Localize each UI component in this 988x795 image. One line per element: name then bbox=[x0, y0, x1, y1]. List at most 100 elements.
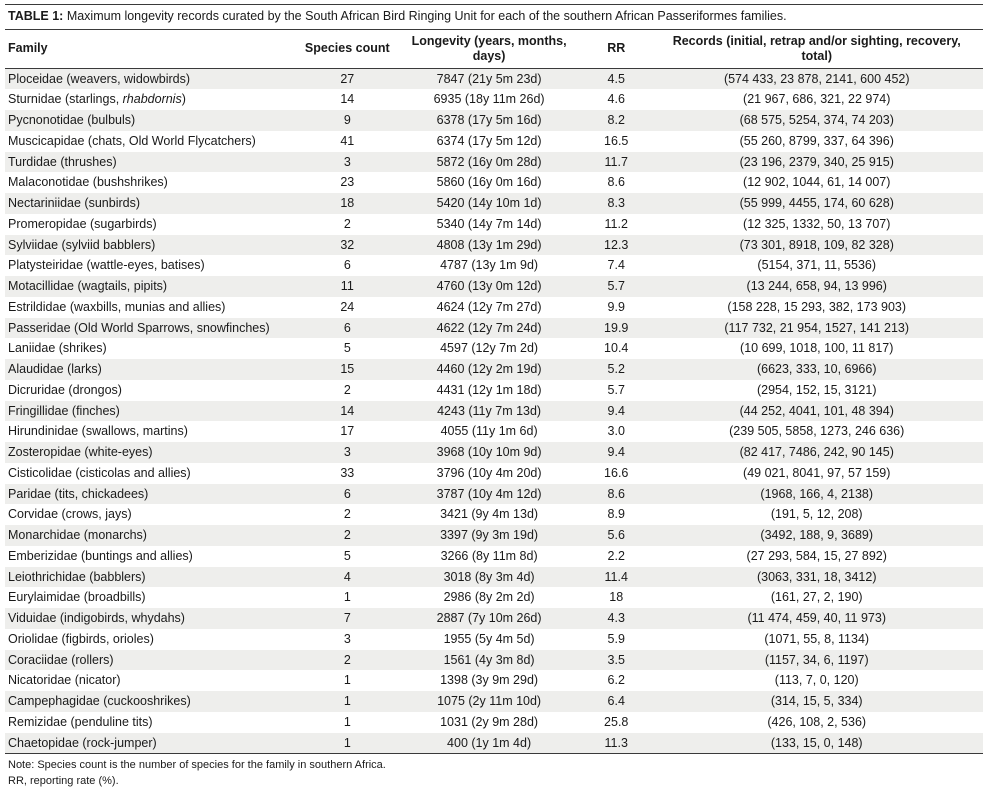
cell-longevity: 4460 (12y 2m 19d) bbox=[436, 362, 542, 377]
column-header-longevity: Longevity (years, months, days) bbox=[396, 29, 582, 69]
cell-species-count: 4 bbox=[343, 569, 351, 584]
cell-rr: 19.9 bbox=[604, 320, 629, 335]
cell-records: (73 301, 8918, 109, 82 328) bbox=[739, 237, 894, 252]
cell-rr: 16.6 bbox=[604, 465, 629, 480]
cell-longevity: 4055 (11y 1m 6d) bbox=[440, 424, 538, 439]
cell-records: (239 505, 5858, 1273, 246 636) bbox=[729, 424, 905, 439]
cell-species-count: 2 bbox=[343, 652, 351, 667]
cell-family: Nectariniidae (sunbirds) bbox=[8, 196, 141, 211]
cell-longevity: 3018 (8y 3m 4d) bbox=[443, 569, 535, 584]
table-row: Laniidae (shrikes) 5 4597 (12y 7m 2d) 10.4 (… bbox=[5, 338, 983, 359]
column-header-rr: RR bbox=[582, 29, 651, 69]
table-row: Eurylaimidae (broadbills) 1 2986 (8y 2m 2d… bbox=[5, 587, 983, 608]
cell-records: (10 699, 1018, 100, 11 817) bbox=[740, 341, 894, 356]
note-line: RR, reporting rate (%). bbox=[8, 774, 119, 787]
cell-longevity: 4431 (12y 1m 18d) bbox=[436, 382, 542, 397]
cell-species-count: 9 bbox=[343, 113, 351, 128]
cell-records: (191, 5, 12, 208) bbox=[770, 507, 863, 522]
cell-species-count: 23 bbox=[340, 175, 355, 190]
cell-longevity: 3421 (9y 4m 13d) bbox=[440, 507, 539, 522]
cell-records: (68 575, 5254, 374, 74 203) bbox=[739, 113, 894, 128]
table-row: Malaconotidae (bushshrikes) 23 5860 (16y 0… bbox=[5, 172, 983, 193]
cell-longevity: 1031 (2y 9m 28d) bbox=[440, 714, 539, 729]
cell-rr: 8.3 bbox=[607, 196, 625, 211]
cell-records: (5154, 371, 11, 5536) bbox=[757, 258, 877, 273]
cell-species-count: 27 bbox=[340, 71, 355, 86]
cell-family: Zosteropidae (white-eyes) bbox=[8, 445, 153, 460]
cell-rr: 12.3 bbox=[604, 237, 629, 252]
cell-longevity: 1075 (2y 11m 10d) bbox=[437, 694, 542, 709]
cell-records: (574 433, 23 878, 2141, 600 452) bbox=[723, 71, 910, 86]
cell-longevity: 5872 (16y 0m 28d) bbox=[436, 154, 542, 169]
cell-family: Motacillidae (wagtails, pipits) bbox=[8, 279, 168, 294]
cell-longevity: 4622 (12y 7m 24d) bbox=[436, 320, 542, 335]
cell-records: (161, 27, 2, 190) bbox=[770, 590, 863, 605]
cell-species-count: 6 bbox=[343, 486, 351, 501]
cell-species-count: 2 bbox=[343, 216, 351, 231]
cell-longevity: 3266 (8y 11m 8d) bbox=[440, 548, 538, 563]
cell-rr: 6.4 bbox=[607, 694, 625, 709]
cell-records: (1968, 166, 4, 2138) bbox=[760, 486, 874, 501]
cell-family: Coraciidae (rollers) bbox=[8, 652, 114, 667]
cell-species-count: 15 bbox=[340, 362, 355, 377]
table-row: Alaudidae (larks) 15 4460 (12y 2m 19d) 5.2 (… bbox=[5, 359, 983, 380]
cell-records: (2954, 152, 15, 3121) bbox=[756, 382, 877, 397]
cell-longevity: 3796 (10y 4m 20d) bbox=[436, 465, 542, 480]
table-row: Emberizidae (buntings and allies) 5 3266 (… bbox=[5, 546, 983, 567]
cell-family: Oriolidae (figbirds, orioles) bbox=[8, 631, 154, 646]
cell-longevity: 6935 (18y 11m 26d) bbox=[433, 92, 545, 107]
cell-records: (21 967, 686, 321, 22 974) bbox=[743, 92, 891, 107]
table-row: Pycnonotidae (bulbuls) 9 6378 (17y 5m 16d)… bbox=[5, 110, 983, 131]
cell-species-count: 32 bbox=[340, 237, 355, 252]
cell-records: (13 244, 658, 94, 13 996) bbox=[746, 279, 887, 294]
cell-records: (12 902, 1044, 61, 14 007) bbox=[743, 175, 891, 190]
table-label: TABLE 1: bbox=[8, 9, 64, 23]
cell-rr: 16.5 bbox=[604, 133, 629, 148]
cell-species-count: 11 bbox=[340, 279, 354, 294]
cell-longevity: 400 (1y 1m 4d) bbox=[447, 735, 532, 750]
cell-species-count: 14 bbox=[340, 403, 355, 418]
cell-longevity: 1398 (3y 9m 29d) bbox=[440, 673, 539, 688]
cell-records: (55 260, 8799, 337, 64 396) bbox=[739, 133, 894, 148]
column-header-species-count: Species count bbox=[298, 29, 397, 69]
cell-rr: 5.2 bbox=[607, 362, 625, 377]
cell-family: Estrildidae (waxbills, munias and allies… bbox=[8, 299, 226, 314]
cell-longevity: 5340 (14y 7m 14d) bbox=[436, 216, 542, 231]
cell-rr: 5.7 bbox=[607, 279, 625, 294]
cell-species-count: 14 bbox=[340, 92, 355, 107]
cell-rr: 8.2 bbox=[607, 113, 625, 128]
table-row: Sylviidae (sylviid babblers) 32 4808 (13y … bbox=[5, 234, 983, 256]
cell-family: Malaconotidae (bushshrikes) bbox=[8, 175, 168, 190]
cell-records: (3063, 331, 18, 3412) bbox=[756, 569, 877, 584]
note-line: Note: Species count is the number of spe… bbox=[8, 759, 386, 772]
cell-rr: 9.9 bbox=[607, 299, 625, 314]
cell-records: (82 417, 7486, 242, 90 145) bbox=[739, 445, 894, 460]
cell-rr: 9.4 bbox=[607, 445, 625, 460]
cell-rr: 7.4 bbox=[607, 258, 625, 273]
cell-family: Corvidae (crows, jays) bbox=[8, 507, 132, 522]
cell-species-count: 3 bbox=[343, 445, 351, 460]
cell-species-count: 3 bbox=[343, 631, 351, 646]
column-header-records: Records (initial, retrap and/or sighting… bbox=[650, 29, 983, 69]
table-row: Chaetopidae (rock-jumper) 1 400 (1y 1m 4d)… bbox=[5, 732, 983, 754]
table-row: Promeropidae (sugarbirds) 2 5340 (14y 7m 1… bbox=[5, 214, 983, 235]
cell-species-count: 3 bbox=[343, 154, 351, 169]
table-row: Coraciidae (rollers) 2 1561 (4y 3m 8d) 3.5 (… bbox=[5, 649, 983, 671]
cell-records: (49 021, 8041, 97, 57 159) bbox=[743, 465, 891, 480]
cell-family: Monarchidae (monarchs) bbox=[8, 528, 147, 543]
column-header-family: Family bbox=[5, 29, 299, 69]
cell-family: Chaetopidae (rock-jumper) bbox=[8, 735, 157, 750]
cell-rr: 8.9 bbox=[607, 507, 625, 522]
cell-family: Fringillidae (finches) bbox=[8, 403, 120, 418]
cell-species-count: 7 bbox=[343, 611, 351, 626]
cell-species-count: 2 bbox=[343, 507, 351, 522]
table-header: Family Species count Longevity (years, m… bbox=[5, 29, 983, 69]
cell-family: Sylviidae (sylviid babblers) bbox=[8, 237, 156, 252]
cell-longevity: 4597 (12y 7m 2d) bbox=[440, 341, 539, 356]
cell-rr: 6.2 bbox=[607, 673, 625, 688]
table-row: Corvidae (crows, jays) 2 3421 (9y 4m 13d) 8… bbox=[5, 504, 983, 525]
cell-records: (133, 15, 0, 148) bbox=[770, 735, 863, 750]
cell-family: Platysteiridae (wattle-eyes, batises) bbox=[8, 258, 205, 273]
table-row: Passeridae (Old World Sparrows, snowfinc… bbox=[5, 317, 983, 339]
cell-species-count: 6 bbox=[343, 320, 351, 335]
